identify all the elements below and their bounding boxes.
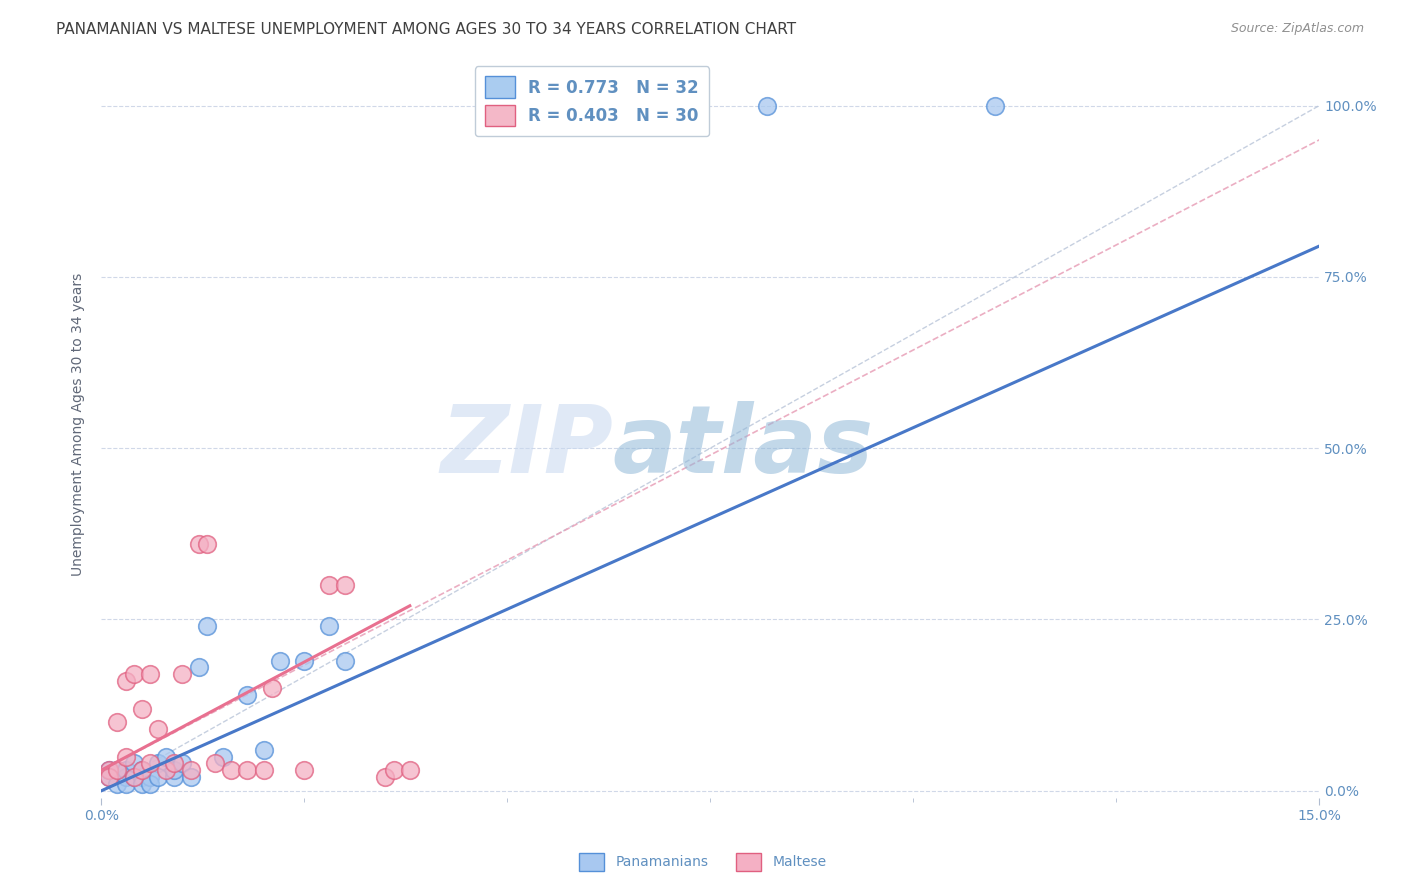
Point xyxy=(195,619,218,633)
Point xyxy=(756,98,779,112)
Point xyxy=(333,654,356,668)
Point xyxy=(114,770,136,784)
Legend: Panamanians, Maltese: Panamanians, Maltese xyxy=(574,847,832,876)
Point xyxy=(155,764,177,778)
Point xyxy=(292,764,315,778)
Point xyxy=(107,764,129,778)
Point xyxy=(107,777,129,791)
Point xyxy=(146,722,169,736)
Point xyxy=(98,764,121,778)
Point xyxy=(318,619,340,633)
Point xyxy=(195,537,218,551)
Point xyxy=(114,764,136,778)
Point xyxy=(253,742,276,756)
Point xyxy=(204,756,226,771)
Point xyxy=(163,770,186,784)
Point xyxy=(146,770,169,784)
Legend: R = 0.773   N = 32, R = 0.403   N = 30: R = 0.773 N = 32, R = 0.403 N = 30 xyxy=(475,67,709,136)
Point xyxy=(98,770,121,784)
Point xyxy=(292,654,315,668)
Text: atlas: atlas xyxy=(613,401,875,492)
Point xyxy=(114,777,136,791)
Point xyxy=(98,764,121,778)
Point xyxy=(180,770,202,784)
Point xyxy=(131,764,153,778)
Point xyxy=(98,770,121,784)
Point xyxy=(187,660,209,674)
Point xyxy=(122,667,145,681)
Point xyxy=(131,770,153,784)
Point xyxy=(163,756,186,771)
Text: ZIP: ZIP xyxy=(440,401,613,492)
Point xyxy=(131,764,153,778)
Point xyxy=(236,764,259,778)
Point xyxy=(172,756,194,771)
Point xyxy=(374,770,396,784)
Point xyxy=(122,770,145,784)
Point xyxy=(983,98,1005,112)
Y-axis label: Unemployment Among Ages 30 to 34 years: Unemployment Among Ages 30 to 34 years xyxy=(72,273,86,576)
Point xyxy=(107,764,129,778)
Point xyxy=(107,715,129,730)
Point xyxy=(236,688,259,702)
Point xyxy=(146,756,169,771)
Point xyxy=(163,764,186,778)
Point xyxy=(114,749,136,764)
Point xyxy=(212,749,235,764)
Point xyxy=(260,681,283,695)
Point xyxy=(333,578,356,592)
Point xyxy=(219,764,242,778)
Point xyxy=(139,756,162,771)
Text: Source: ZipAtlas.com: Source: ZipAtlas.com xyxy=(1230,22,1364,36)
Text: PANAMANIAN VS MALTESE UNEMPLOYMENT AMONG AGES 30 TO 34 YEARS CORRELATION CHART: PANAMANIAN VS MALTESE UNEMPLOYMENT AMONG… xyxy=(56,22,796,37)
Point xyxy=(253,764,276,778)
Point xyxy=(122,770,145,784)
Point xyxy=(172,667,194,681)
Point xyxy=(382,764,405,778)
Point xyxy=(114,674,136,689)
Point xyxy=(318,578,340,592)
Point xyxy=(139,770,162,784)
Point xyxy=(131,701,153,715)
Point xyxy=(122,756,145,771)
Point xyxy=(155,749,177,764)
Point xyxy=(187,537,209,551)
Point xyxy=(269,654,291,668)
Point xyxy=(180,764,202,778)
Point xyxy=(139,667,162,681)
Point xyxy=(131,777,153,791)
Point xyxy=(398,764,420,778)
Point xyxy=(139,777,162,791)
